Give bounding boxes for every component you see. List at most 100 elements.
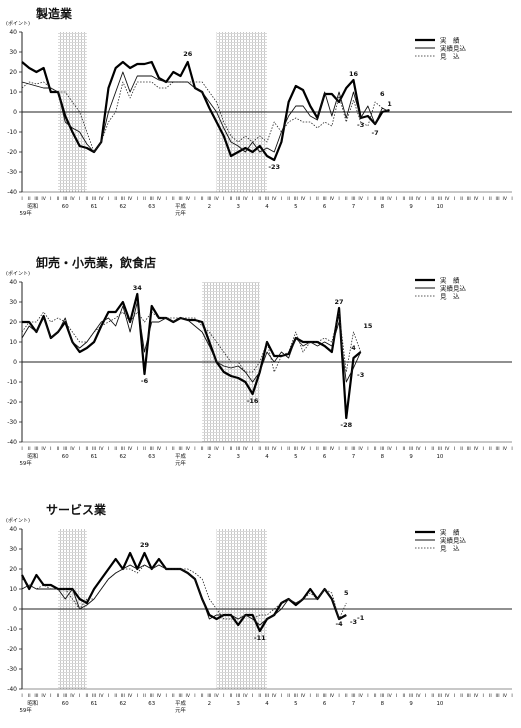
data-label: 16 [349, 70, 359, 78]
x-tick-label: I [223, 693, 224, 699]
x-tick-label: III [150, 196, 154, 202]
x-tick-label: II [489, 693, 492, 699]
x-tick-label: I [79, 693, 80, 699]
x-tick-label: IV [301, 446, 306, 452]
x-tick-label: I [79, 196, 80, 202]
x-tick-label: IV [416, 693, 421, 699]
x-tick-label: I [165, 693, 166, 699]
x-tick-label: I [137, 196, 138, 202]
year-label: 10 [437, 701, 444, 707]
year-sub-label: 59年 [19, 209, 32, 217]
x-tick-label: IV [445, 196, 450, 202]
series-line-1 [22, 292, 362, 420]
x-tick-label: II [287, 196, 290, 202]
year-label: 8 [381, 454, 385, 460]
x-tick-label: I [21, 693, 22, 699]
x-tick-label: IV [214, 446, 219, 452]
x-tick-label: IV [358, 196, 363, 202]
x-tick-label: IV [243, 446, 248, 452]
year-label: 6 [323, 701, 327, 707]
x-tick-label: II [85, 446, 88, 452]
x-tick-label: IV [503, 196, 508, 202]
data-label: -16 [247, 397, 259, 405]
year-label: 4 [265, 454, 269, 460]
year-label: 10 [437, 204, 444, 210]
x-tick-label: II [345, 446, 348, 452]
x-tick-label: III [380, 196, 384, 202]
x-tick-label: III [496, 196, 500, 202]
year-sub-label: 59年 [19, 706, 32, 714]
year-label: 2 [208, 204, 211, 210]
chart-title: サービス業 [46, 502, 107, 517]
x-tick-label: III [409, 196, 413, 202]
x-tick-label: I [454, 446, 455, 452]
y-tick-label: -10 [7, 129, 17, 136]
x-tick-label: II [172, 196, 175, 202]
x-tick-label: III [178, 693, 182, 699]
x-tick-label: IV [99, 693, 104, 699]
x-tick-label: II [489, 446, 492, 452]
x-tick-label: I [165, 196, 166, 202]
year-label: 5 [294, 454, 297, 460]
y-tick-label: 40 [9, 29, 17, 36]
year-label: 平成 [175, 452, 186, 460]
x-tick-label: I [310, 446, 311, 452]
y-tick-label: -20 [7, 646, 17, 653]
y-tick-label: -30 [7, 419, 17, 426]
x-tick-label: I [21, 446, 22, 452]
y-tick-label: 20 [9, 69, 17, 76]
year-label: 9 [409, 204, 413, 210]
legend-label: 実 績 [440, 36, 460, 45]
x-tick-label: III [92, 693, 96, 699]
x-tick-label: IV [128, 693, 133, 699]
x-tick-label: III [496, 693, 500, 699]
x-tick-label: III [150, 693, 154, 699]
x-tick-label: IV [157, 446, 162, 452]
x-tick-label: II [172, 693, 175, 699]
data-label: -23 [268, 163, 280, 171]
x-tick-label: I [165, 446, 166, 452]
year-label: 7 [352, 454, 355, 460]
data-label: 34 [133, 284, 143, 292]
x-tick-label: IV [128, 446, 133, 452]
data-label: 1 [387, 100, 392, 108]
y-tick-label: 20 [9, 566, 17, 573]
year-label: 63 [148, 204, 155, 210]
data-label: 26 [183, 50, 193, 58]
year-label: 5 [294, 701, 297, 707]
x-tick-label: III [34, 446, 38, 452]
x-tick-label: I [482, 446, 483, 452]
x-tick-label: III [34, 196, 38, 202]
x-tick-label: III [178, 196, 182, 202]
x-tick-label: I [425, 693, 426, 699]
x-tick-label: I [482, 693, 483, 699]
x-tick-label: IV [474, 693, 479, 699]
year-label: 9 [409, 701, 413, 707]
year-label: 平成 [175, 699, 186, 707]
x-tick-label: IV [128, 196, 133, 202]
year-label: 3 [236, 701, 239, 707]
x-tick-label: IV [503, 693, 508, 699]
x-tick-label: IV [416, 196, 421, 202]
x-tick-label: IV [272, 693, 277, 699]
x-tick-label: I [396, 693, 397, 699]
year-sub-label: 元年 [175, 459, 186, 467]
x-tick-label: I [338, 693, 339, 699]
x-tick-label: I [252, 196, 253, 202]
data-label: 6 [380, 90, 385, 98]
legend-label: 実績見込 [440, 536, 467, 545]
x-tick-label: III [467, 196, 471, 202]
x-tick-label: II [230, 446, 233, 452]
x-tick-label: III [351, 693, 355, 699]
x-tick-label: II [460, 446, 463, 452]
x-tick-label: III [63, 446, 67, 452]
data-label: 15 [363, 322, 373, 330]
data-label: -3 [357, 121, 364, 129]
year-label: 62 [119, 701, 126, 707]
year-label: 62 [119, 204, 126, 210]
x-tick-label: I [50, 446, 51, 452]
